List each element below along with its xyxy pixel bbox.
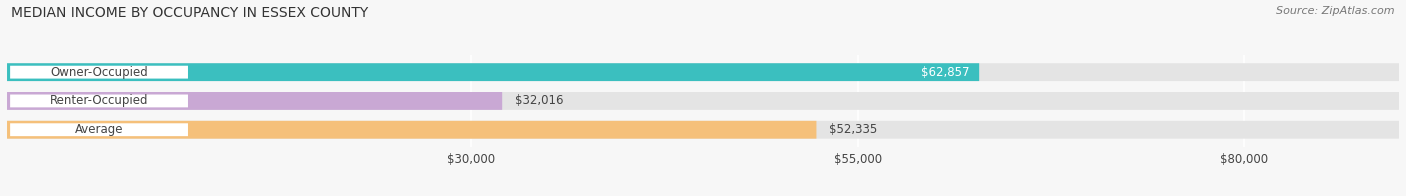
Text: $32,016: $32,016 bbox=[515, 94, 562, 107]
Text: $62,857: $62,857 bbox=[921, 66, 970, 79]
Text: MEDIAN INCOME BY OCCUPANCY IN ESSEX COUNTY: MEDIAN INCOME BY OCCUPANCY IN ESSEX COUN… bbox=[11, 6, 368, 20]
Text: Owner-Occupied: Owner-Occupied bbox=[51, 66, 148, 79]
FancyBboxPatch shape bbox=[10, 94, 188, 107]
FancyBboxPatch shape bbox=[7, 92, 502, 110]
FancyBboxPatch shape bbox=[7, 63, 1399, 81]
FancyBboxPatch shape bbox=[7, 92, 1399, 110]
FancyBboxPatch shape bbox=[10, 123, 188, 136]
FancyBboxPatch shape bbox=[7, 63, 979, 81]
Text: Source: ZipAtlas.com: Source: ZipAtlas.com bbox=[1277, 6, 1395, 16]
Text: $52,335: $52,335 bbox=[828, 123, 877, 136]
Text: Renter-Occupied: Renter-Occupied bbox=[49, 94, 148, 107]
Text: Average: Average bbox=[75, 123, 124, 136]
FancyBboxPatch shape bbox=[7, 121, 1399, 139]
FancyBboxPatch shape bbox=[10, 66, 188, 79]
FancyBboxPatch shape bbox=[7, 121, 817, 139]
